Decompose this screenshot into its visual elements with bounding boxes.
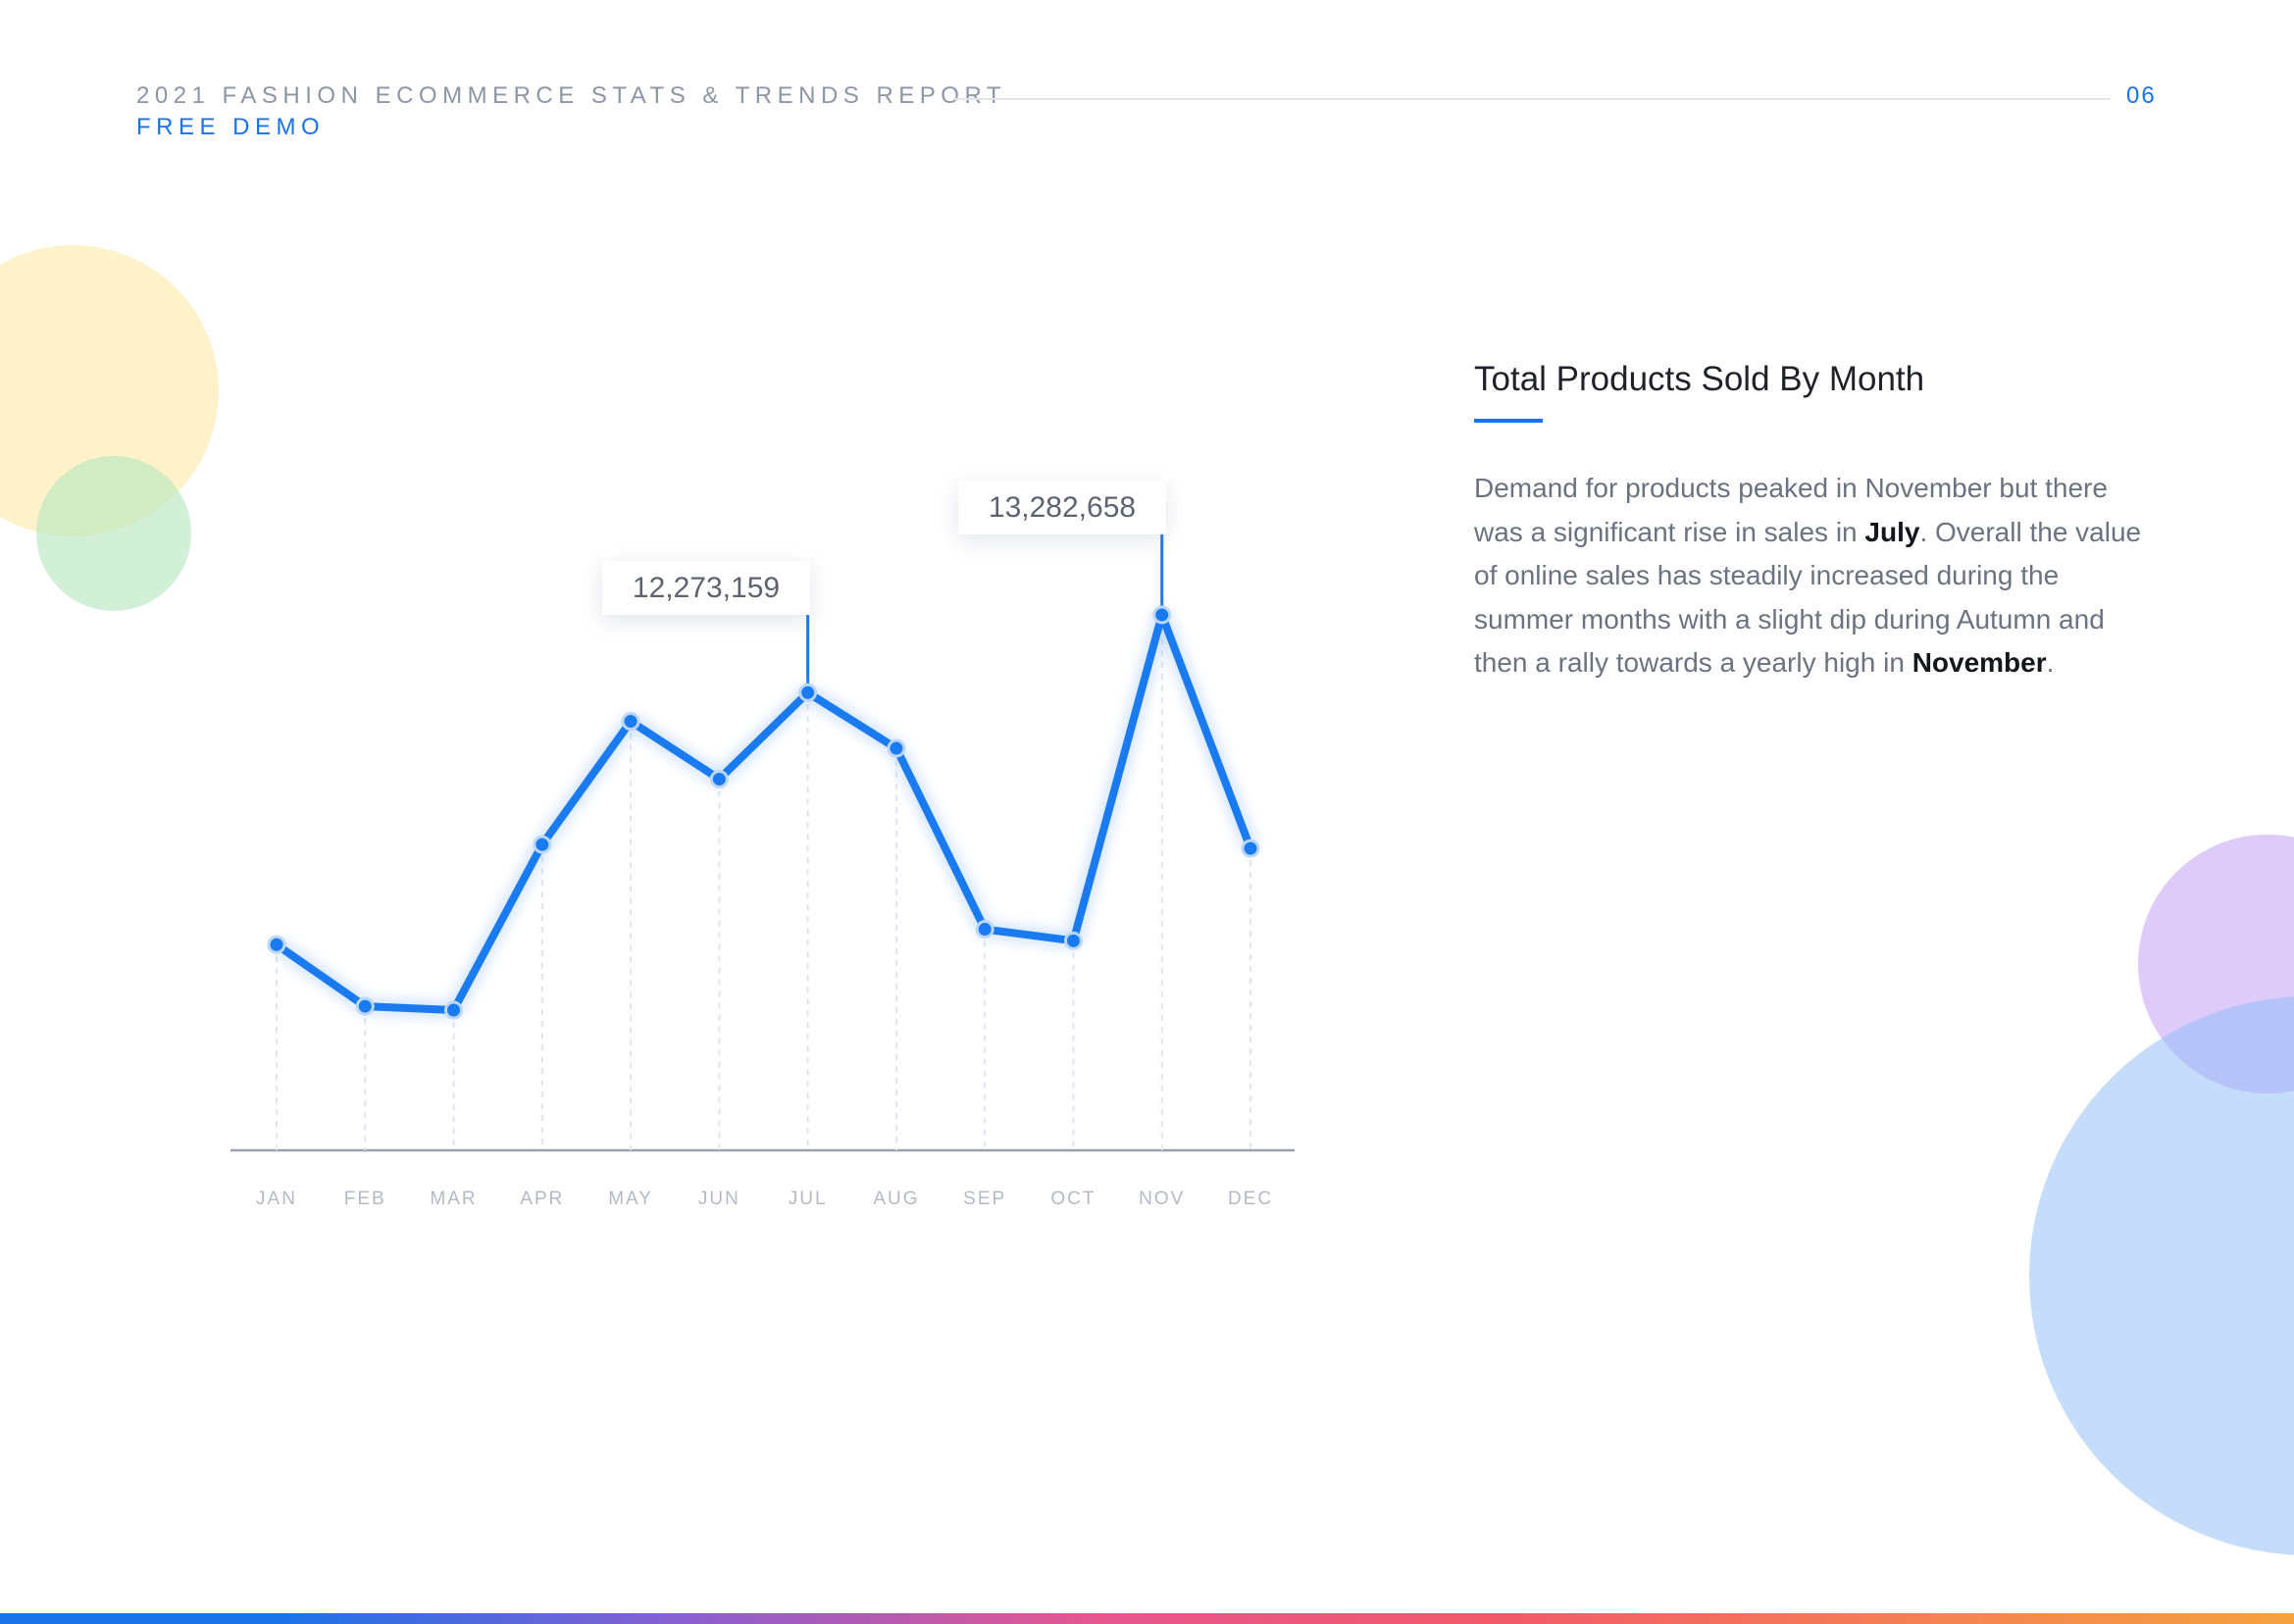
x-tick-label-jun: JUN bbox=[698, 1189, 740, 1209]
data-point-sep bbox=[975, 920, 994, 939]
x-tick-label-aug: AUG bbox=[873, 1189, 919, 1209]
data-point-dec bbox=[1241, 838, 1260, 858]
report-title: 2021 FASHION ECOMMERCE STATS & TRENDS RE… bbox=[136, 82, 1007, 109]
description-bold-july: July bbox=[1864, 516, 1920, 547]
x-tick-label-apr: APR bbox=[520, 1189, 564, 1209]
report-subtitle: FREE DEMO bbox=[136, 114, 326, 140]
x-tick-label-mar: MAR bbox=[430, 1189, 477, 1209]
x-tick-label-jan: JAN bbox=[256, 1189, 297, 1209]
description-text-3: . bbox=[2046, 647, 2055, 678]
chart-title: Total Products Sold By Month bbox=[1474, 360, 1925, 398]
bottom-gradient-bar bbox=[0, 1613, 2294, 1624]
x-tick-label-feb: FEB bbox=[344, 1189, 386, 1209]
description-text-2: . Overall the value of online sales has … bbox=[1474, 516, 2142, 679]
data-point-jul bbox=[798, 683, 818, 702]
title-underline bbox=[1474, 419, 1543, 423]
description-text-1: Demand for products peaked in November b… bbox=[1474, 473, 2108, 547]
series-line bbox=[273, 611, 1254, 1014]
x-tick-label-jul: JUL bbox=[789, 1189, 828, 1209]
data-point-jun bbox=[709, 769, 729, 788]
callout-jul-value: 12,273,159 bbox=[602, 561, 810, 615]
x-tick-label-nov: NOV bbox=[1139, 1189, 1185, 1209]
x-tick-label-may: MAY bbox=[608, 1189, 653, 1209]
data-point-oct bbox=[1063, 931, 1083, 950]
data-point-feb bbox=[355, 996, 375, 1016]
data-point-may bbox=[621, 712, 640, 732]
x-tick-label-dec: DEC bbox=[1228, 1189, 1273, 1209]
x-tick-label-oct: OCT bbox=[1050, 1189, 1096, 1209]
data-point-mar bbox=[444, 1000, 464, 1020]
chart-description: Demand for products peaked in November b… bbox=[1474, 467, 2151, 685]
description-bold-november: November bbox=[1912, 647, 2047, 678]
data-point-jan bbox=[267, 935, 286, 954]
data-point-nov bbox=[1152, 605, 1172, 625]
header-divider bbox=[953, 98, 2111, 100]
page-number: 06 bbox=[2126, 82, 2157, 109]
data-point-apr bbox=[533, 835, 552, 854]
callout-nov-value: 13,282,658 bbox=[958, 481, 1166, 534]
data-point-aug bbox=[887, 738, 906, 758]
x-tick-label-sep: SEP bbox=[963, 1189, 1006, 1209]
decorative-green-circle bbox=[36, 456, 191, 611]
